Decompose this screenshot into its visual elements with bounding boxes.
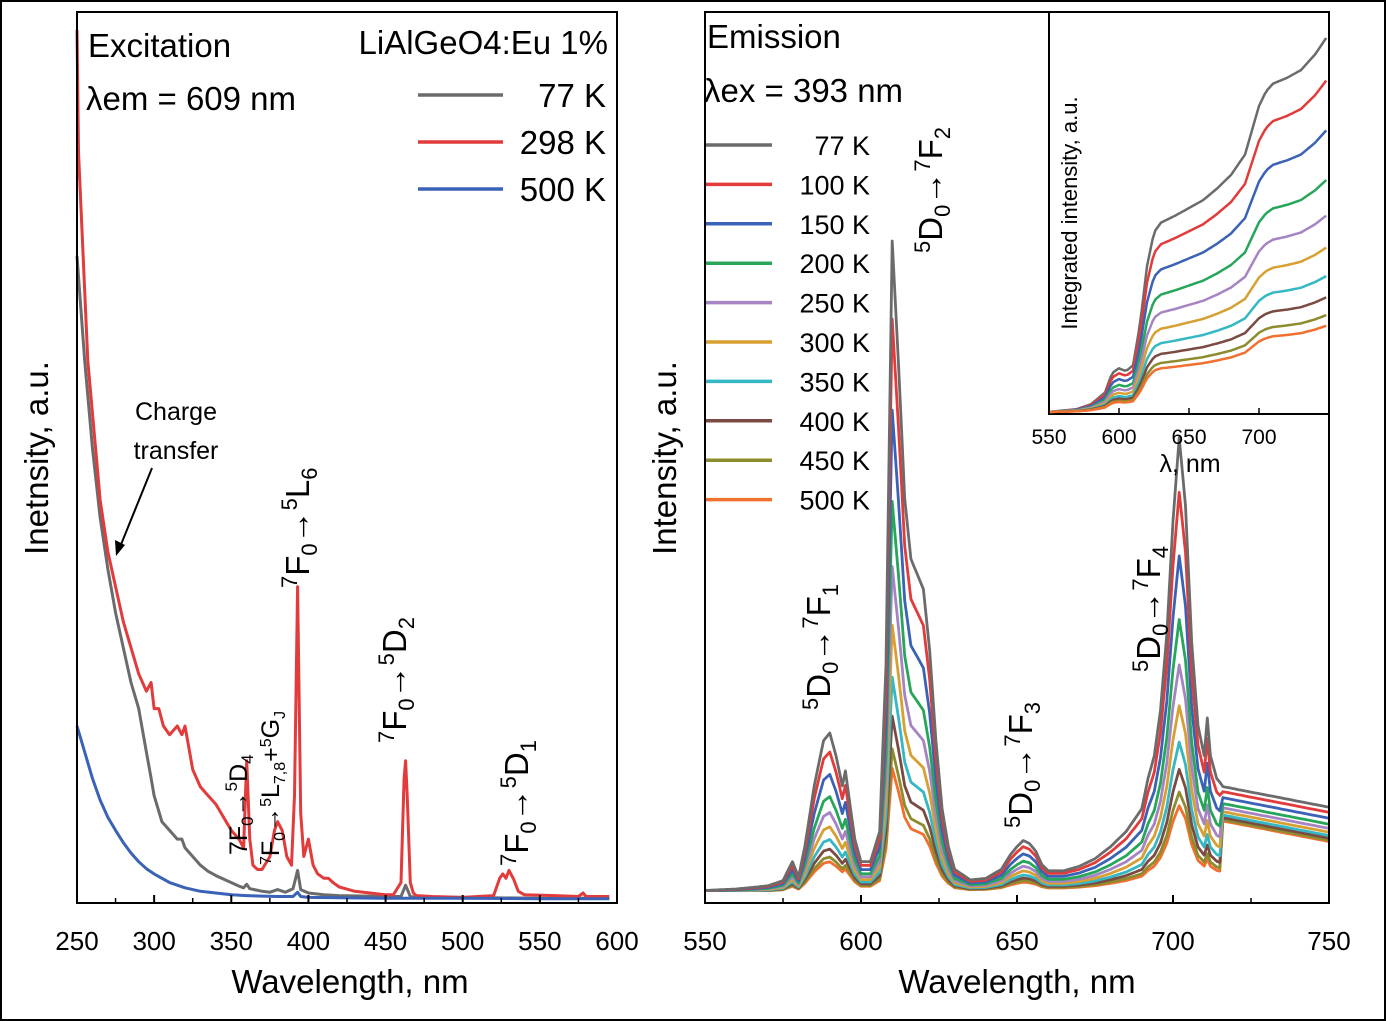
legend-label-emission: 77 K bbox=[814, 131, 870, 161]
inset-ylabel: Integrated intensity, a.u. bbox=[1057, 96, 1082, 329]
inset-x-tick-label: 550 bbox=[1031, 426, 1066, 449]
arrowhead-charge-transfer bbox=[115, 540, 125, 556]
excitation-x-tick-label: 500 bbox=[441, 926, 484, 956]
emission-series-2 bbox=[705, 408, 1330, 892]
excitation-sample: LiAlGeO4:Eu 1% bbox=[359, 24, 608, 61]
emission-series-0 bbox=[704, 239, 1330, 892]
legend-label-emission: 500 K bbox=[799, 486, 870, 516]
legend-label-emission: 400 K bbox=[799, 407, 870, 437]
anno-7f4: 5D0→7F4 bbox=[1128, 546, 1173, 672]
inset-lines bbox=[1048, 37, 1328, 414]
legend-label-excitation: 298 K bbox=[520, 124, 606, 161]
excitation-condition: λem = 609 nm bbox=[86, 80, 296, 117]
legend-label-emission: 350 K bbox=[799, 367, 870, 397]
anno-charge-transfer-2: transfer bbox=[134, 437, 219, 465]
excitation-legend: 77 K 298 K 500 K bbox=[418, 77, 606, 208]
legend-label-emission: 200 K bbox=[799, 249, 870, 279]
anno-5l78: 7F0→5L7,8+5GJ bbox=[257, 711, 289, 865]
emission-series-5 bbox=[705, 623, 1330, 892]
legend-label-excitation: 500 K bbox=[520, 171, 606, 208]
legend-label-emission: 450 K bbox=[799, 446, 870, 476]
anno-7f2: 5D0→7F2 bbox=[910, 127, 955, 253]
excitation-series-2 bbox=[75, 725, 610, 901]
emission-title: Emission bbox=[707, 18, 841, 55]
emission-x-tick-label: 650 bbox=[995, 926, 1038, 956]
emission-x-tick-label: 700 bbox=[1151, 926, 1194, 956]
emission-x-tick-label: 750 bbox=[1307, 926, 1350, 956]
legend-label-excitation: 77 K bbox=[538, 77, 606, 114]
excitation-series-1 bbox=[75, 29, 610, 899]
anno-5d1: 7F0→5D1 bbox=[496, 740, 541, 866]
anno-charge-transfer: Charge bbox=[135, 398, 217, 426]
inset-integrated-intensity: 550 600 650 700 Integrated intensity, a.u. … bbox=[1031, 11, 1330, 478]
excitation-x-ticks: 250 300 350 400 450 500 550 600 bbox=[55, 895, 639, 956]
emission-legend: 77 K 100 K 150 K 200 K 250 K 300 K 350 K 400 K 4… bbox=[706, 131, 870, 516]
excitation-xlabel: Wavelength, nm bbox=[231, 963, 468, 1000]
inset-series-2 bbox=[1048, 129, 1328, 414]
emission-panel: 550 600 650 700 750 Emission λex = 393 nm 77… bbox=[646, 11, 1351, 1000]
excitation-x-tick-label: 600 bbox=[595, 926, 638, 956]
anno-7f1: 5D0→7F1 bbox=[798, 584, 843, 710]
emission-condition: λex = 393 nm bbox=[704, 72, 903, 109]
legend-label-emission: 100 K bbox=[799, 170, 870, 200]
excitation-x-tick-label: 300 bbox=[132, 926, 175, 956]
emission-x-tick-label: 550 bbox=[683, 926, 726, 956]
inset-frame bbox=[1048, 11, 1330, 415]
excitation-series-0 bbox=[75, 256, 610, 900]
excitation-x-tick-label: 400 bbox=[287, 926, 330, 956]
inset-series-9 bbox=[1048, 324, 1327, 414]
inset-x-ticks: 550 600 650 700 bbox=[1031, 408, 1277, 449]
excitation-x-tick-label: 450 bbox=[364, 926, 407, 956]
inset-x-tick-label: 650 bbox=[1171, 426, 1206, 449]
emission-series-7 bbox=[705, 714, 1330, 892]
excitation-x-tick-label: 350 bbox=[210, 926, 253, 956]
arrow-charge-transfer bbox=[119, 467, 153, 548]
inset-xlabel: λ, nm bbox=[1159, 450, 1220, 478]
excitation-panel: 250 300 350 400 450 500 550 600 Excitation λem … bbox=[18, 11, 639, 1000]
legend-label-emission: 150 K bbox=[799, 210, 870, 240]
emission-series-8 bbox=[705, 747, 1330, 892]
emission-x-tick-label: 600 bbox=[839, 926, 882, 956]
anno-7f3: 5D0→7F3 bbox=[1000, 702, 1045, 828]
inset-x-tick-label: 700 bbox=[1241, 426, 1276, 449]
excitation-title: Excitation bbox=[88, 27, 231, 64]
emission-lines bbox=[704, 239, 1330, 892]
excitation-x-tick-label: 550 bbox=[518, 926, 561, 956]
excitation-lines bbox=[75, 29, 610, 901]
emission-xlabel: Wavelength, nm bbox=[898, 963, 1135, 1000]
emission-ylabel: Intensity, a.u. bbox=[646, 361, 683, 555]
anno-5d4: 7F0→5D4 bbox=[222, 754, 257, 855]
anno-5d2: 7F0→5D2 bbox=[374, 617, 419, 743]
inset-x-tick-label: 600 bbox=[1101, 426, 1136, 449]
emission-series-6 bbox=[705, 675, 1330, 892]
emission-series-3 bbox=[705, 500, 1330, 892]
excitation-x-tick-label: 250 bbox=[55, 926, 98, 956]
emission-x-ticks: 550 600 650 700 750 bbox=[683, 895, 1351, 956]
excitation-ylabel: Inetnsity, a.u. bbox=[18, 361, 55, 555]
emission-series-4 bbox=[705, 565, 1330, 892]
legend-label-emission: 250 K bbox=[799, 289, 870, 319]
anno-5l6: 7F0→5L6 bbox=[277, 467, 322, 588]
legend-label-emission: 300 K bbox=[799, 328, 870, 358]
inset-series-1 bbox=[1048, 79, 1328, 414]
